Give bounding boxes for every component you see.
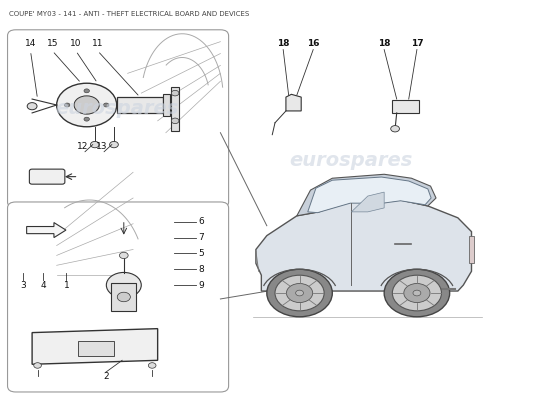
Text: 9: 9 xyxy=(199,281,204,290)
Circle shape xyxy=(296,290,304,296)
Text: 11: 11 xyxy=(92,39,103,48)
Circle shape xyxy=(91,142,99,148)
Polygon shape xyxy=(351,192,384,212)
Circle shape xyxy=(119,252,128,258)
Circle shape xyxy=(117,292,130,302)
Polygon shape xyxy=(256,200,471,291)
Bar xyxy=(170,87,179,131)
Circle shape xyxy=(392,275,442,311)
Circle shape xyxy=(84,117,90,121)
Bar xyxy=(392,100,419,113)
Circle shape xyxy=(287,284,312,302)
Text: 12: 12 xyxy=(77,142,89,151)
FancyBboxPatch shape xyxy=(8,30,229,208)
Text: 7: 7 xyxy=(199,233,204,242)
Bar xyxy=(79,340,114,356)
Bar xyxy=(117,97,163,113)
Circle shape xyxy=(109,142,118,148)
Circle shape xyxy=(84,89,90,93)
Circle shape xyxy=(384,269,450,317)
Circle shape xyxy=(74,96,100,114)
Text: eurospares: eurospares xyxy=(55,100,178,118)
FancyBboxPatch shape xyxy=(29,169,65,184)
Circle shape xyxy=(103,103,109,107)
Text: 13: 13 xyxy=(96,142,108,151)
Circle shape xyxy=(27,103,37,110)
Text: 16: 16 xyxy=(307,39,320,48)
Bar xyxy=(163,94,169,116)
Circle shape xyxy=(390,126,399,132)
Circle shape xyxy=(64,103,70,107)
Bar xyxy=(111,283,136,311)
Circle shape xyxy=(171,118,179,124)
Polygon shape xyxy=(297,174,436,216)
Polygon shape xyxy=(32,329,158,364)
Text: 18: 18 xyxy=(378,39,390,48)
Polygon shape xyxy=(308,177,431,213)
Polygon shape xyxy=(286,94,301,111)
Circle shape xyxy=(57,83,117,127)
Text: 1: 1 xyxy=(64,281,69,290)
Text: 4: 4 xyxy=(40,281,46,290)
Bar xyxy=(469,236,474,263)
Text: eurospares: eurospares xyxy=(290,151,413,170)
Circle shape xyxy=(267,269,332,317)
Text: 15: 15 xyxy=(47,39,58,48)
Circle shape xyxy=(34,363,41,368)
Text: 14: 14 xyxy=(25,39,36,48)
Text: 3: 3 xyxy=(20,281,26,290)
Circle shape xyxy=(275,275,324,311)
Text: 5: 5 xyxy=(199,249,204,258)
Circle shape xyxy=(404,284,430,302)
Text: 6: 6 xyxy=(199,217,204,226)
Circle shape xyxy=(106,272,141,298)
Text: 10: 10 xyxy=(70,39,81,48)
Polygon shape xyxy=(26,222,66,238)
Text: 17: 17 xyxy=(411,39,424,48)
Text: COUPE' MY03 - 141 - ANTI - THEFT ELECTRICAL BOARD AND DEVICES: COUPE' MY03 - 141 - ANTI - THEFT ELECTRI… xyxy=(9,11,249,17)
FancyBboxPatch shape xyxy=(8,202,229,392)
Circle shape xyxy=(148,363,156,368)
Circle shape xyxy=(171,90,179,96)
Text: 18: 18 xyxy=(277,39,289,48)
Circle shape xyxy=(413,290,421,296)
Text: 2: 2 xyxy=(103,372,108,381)
Text: 8: 8 xyxy=(199,265,204,274)
